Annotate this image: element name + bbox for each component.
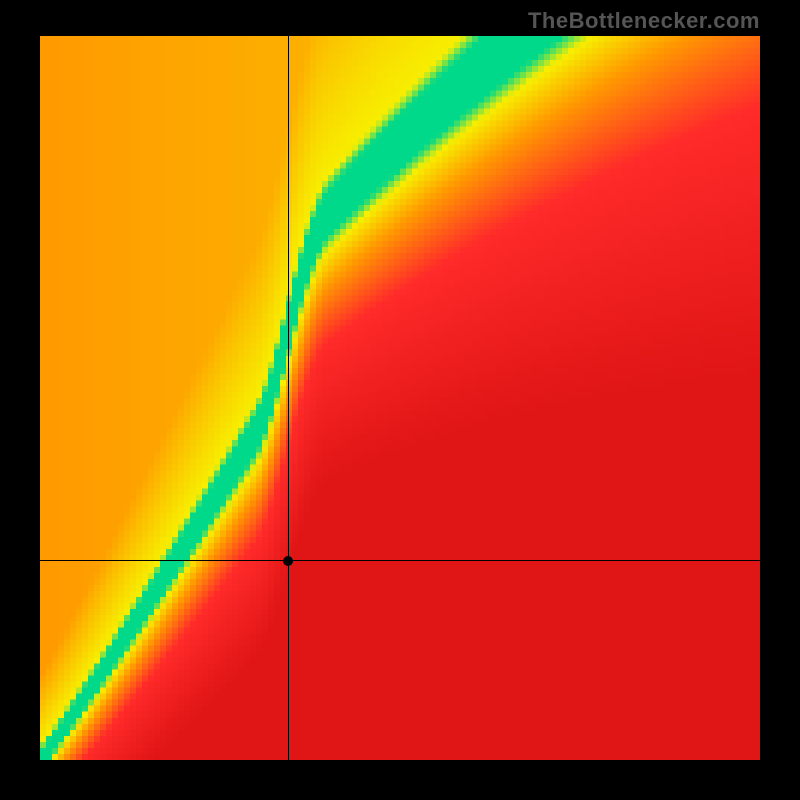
crosshair-vertical-line <box>288 36 289 760</box>
source-watermark: TheBottlenecker.com <box>528 8 760 34</box>
crosshair-horizontal-line <box>40 560 760 561</box>
bottleneck-heatmap <box>40 36 760 760</box>
